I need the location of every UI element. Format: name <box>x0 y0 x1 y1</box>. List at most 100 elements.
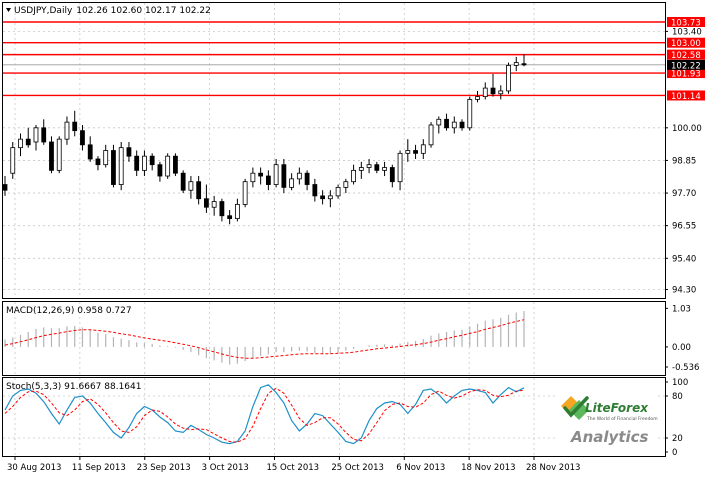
symbol-label: USDJPY <box>14 6 47 16</box>
candle-body <box>513 62 519 66</box>
candle <box>327 190 333 208</box>
candle <box>436 116 442 134</box>
candle-body <box>87 144 93 160</box>
macd-title: MACD(12,26,9) 0.958 0.727 <box>6 306 132 316</box>
candle <box>312 178 318 202</box>
candle-body <box>405 150 411 154</box>
candle-body <box>459 121 465 129</box>
candle-body <box>289 178 295 188</box>
candle <box>428 122 434 148</box>
candle <box>134 150 140 177</box>
candle-body <box>320 195 325 200</box>
candle <box>304 170 310 191</box>
candle-body <box>56 138 62 171</box>
candle-body <box>521 63 527 66</box>
price-pane[interactable] <box>2 2 666 299</box>
candle <box>250 167 256 188</box>
dropdown-arrow-icon <box>6 8 11 12</box>
candle <box>188 176 194 199</box>
stoch-pane[interactable] <box>2 377 666 457</box>
level-tag-label: 102.58 <box>671 51 701 61</box>
support-resistance-levels <box>3 21 665 97</box>
candle <box>413 144 418 160</box>
candle-body <box>451 121 457 129</box>
candle <box>49 136 54 174</box>
level-tag-label: 103.73 <box>671 19 701 29</box>
candle-body <box>436 118 442 126</box>
candle-body <box>335 186 341 197</box>
logo-brand: LiteForex <box>585 401 649 415</box>
candle <box>475 90 480 103</box>
candle-body <box>118 147 124 185</box>
candle <box>490 73 496 97</box>
price-tick-label: 95.40 <box>672 254 696 264</box>
time-tick-label: 30 Aug 2013 <box>7 463 61 473</box>
candle <box>149 153 155 171</box>
candle-body <box>475 96 480 100</box>
candle-body <box>18 138 23 149</box>
candle-body <box>41 127 47 143</box>
candle-body <box>142 155 147 171</box>
candle-body <box>10 147 16 174</box>
candle <box>289 173 295 191</box>
candle-body <box>72 121 78 132</box>
candle-body <box>2 184 8 191</box>
stoch-tick-label: 20 <box>672 434 683 444</box>
candle <box>296 167 302 185</box>
stoch-tick-label: 100 <box>672 378 688 388</box>
level-tag <box>667 68 705 79</box>
stoch-main-line <box>4 384 525 445</box>
candle <box>467 96 473 131</box>
time-tick-label: 23 Sep 2013 <box>137 463 191 473</box>
candle <box>80 124 85 151</box>
liteforex-logo: LiteForex The World of Financial Freedom… <box>557 392 658 452</box>
candle <box>258 167 264 185</box>
candle <box>10 141 16 179</box>
candle <box>196 176 202 205</box>
last-price-tag <box>667 59 705 70</box>
time-tick-label: 25 Oct 2013 <box>331 463 384 473</box>
candle <box>482 82 488 100</box>
candle <box>281 159 287 194</box>
level-tag-label: 101.14 <box>671 92 701 102</box>
candle <box>451 116 457 134</box>
candle-body <box>211 201 217 208</box>
candle-body <box>157 164 163 177</box>
price-tick-label: 100.00 <box>672 124 702 134</box>
time-axis: 30 Aug 2013 11 Sep 2013 23 Sep 2013 3 Oct 2… <box>7 456 580 473</box>
time-tick-label: 3 Oct 2013 <box>202 463 249 473</box>
level-tag-label: 101.93 <box>671 70 701 80</box>
candle-body <box>258 172 264 177</box>
candle <box>142 150 147 177</box>
candle-body <box>80 130 85 146</box>
macd-tick-label: 1.03 <box>672 304 691 314</box>
candle <box>498 85 504 100</box>
candle <box>165 153 171 179</box>
candle <box>374 161 380 174</box>
candle-body <box>389 167 395 183</box>
candle <box>506 62 511 94</box>
candle-body <box>420 144 426 154</box>
candle <box>56 136 62 174</box>
timeframe-label: Daily <box>50 6 73 16</box>
candle <box>320 190 325 205</box>
candle-body <box>103 150 109 166</box>
candle-body <box>444 118 449 129</box>
candlestick-series <box>2 54 527 225</box>
candle <box>397 150 403 191</box>
candle <box>265 170 271 191</box>
candle <box>242 178 248 208</box>
candle-body <box>304 172 310 185</box>
candle <box>211 195 217 216</box>
candle-body <box>296 172 302 180</box>
candle <box>335 184 341 199</box>
stoch-title: Stoch(5,3,3) 91.6667 88.1641 <box>6 382 141 392</box>
candle-body <box>234 203 240 219</box>
stochastic-series <box>3 384 665 445</box>
price-tick-label: 94.30 <box>672 285 696 295</box>
level-tag <box>667 37 705 48</box>
candle <box>41 119 47 145</box>
